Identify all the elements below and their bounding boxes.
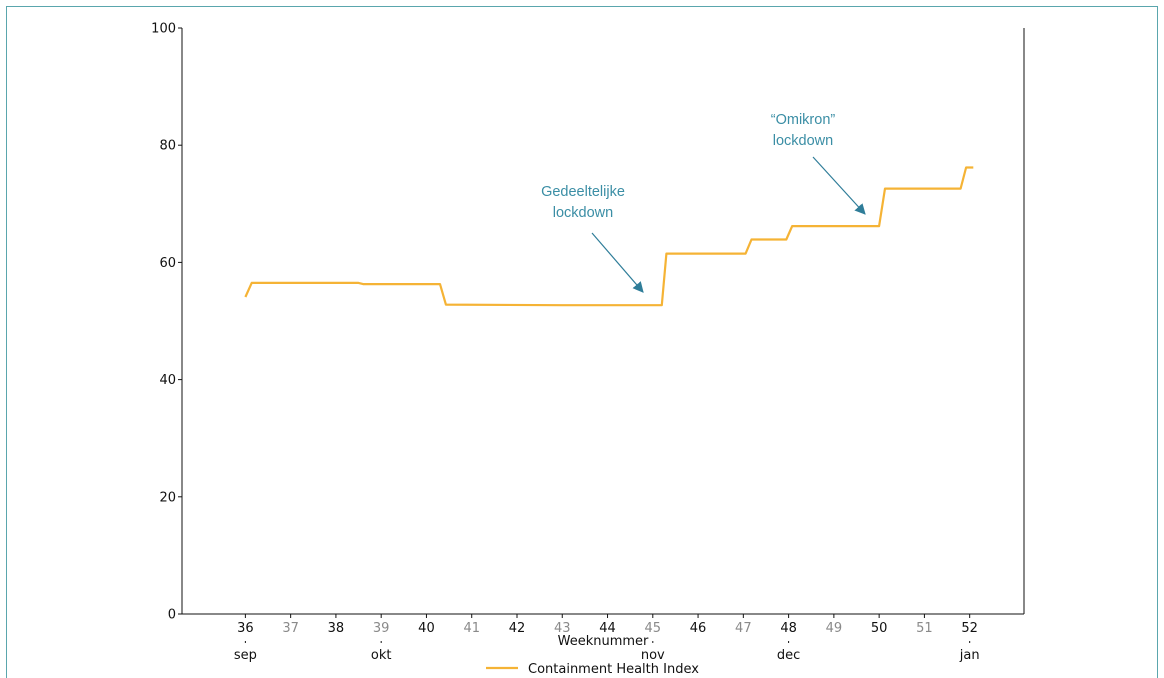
x-tick-label: 36 <box>237 621 254 636</box>
axes <box>181 28 1025 615</box>
month-label: sep <box>234 648 257 663</box>
month-labels: sep okt nov dec jan <box>234 641 980 663</box>
x-tick-label: 38 <box>328 621 345 636</box>
y-tick-label: 40 <box>159 373 176 388</box>
month-label: nov <box>641 648 665 663</box>
x-tick-label: 48 <box>780 621 797 636</box>
x-tick-label: 42 <box>509 621 526 636</box>
annotation-text: lockdown <box>553 205 613 221</box>
annotations: Gedeeltelijke lockdown “Omikron” lockdown <box>541 112 866 293</box>
y-axis-ticks: 0 20 40 60 80 100 <box>151 22 182 623</box>
y-tick-label: 60 <box>159 256 176 271</box>
month-label: jan <box>959 648 980 663</box>
x-tick-label: 40 <box>418 621 435 636</box>
x-tick-label: 52 <box>961 621 978 636</box>
x-tick-label: 50 <box>871 621 888 636</box>
y-tick-label: 100 <box>151 22 176 37</box>
legend-label: Containment Health Index <box>528 662 699 677</box>
x-axis-ticks: 36 37 38 39 40 41 42 43 44 45 46 47 48 49 50 51 52 <box>237 614 978 636</box>
x-tick-label: 37 <box>282 621 299 636</box>
y-tick-label: 80 <box>159 139 176 154</box>
annotation-text: Gedeeltelijke <box>541 184 625 200</box>
chart-frame <box>6 6 1158 678</box>
month-label: dec <box>777 648 800 663</box>
series-line-containment-health-index <box>244 166 974 307</box>
annotation-arrow <box>812 156 866 215</box>
x-tick-label: 39 <box>373 621 390 636</box>
x-tick-label: 47 <box>735 621 752 636</box>
x-tick-label: 46 <box>690 621 707 636</box>
y-tick-label: 0 <box>168 608 176 623</box>
x-tick-label: 51 <box>916 621 933 636</box>
annotation-text: lockdown <box>773 133 833 149</box>
x-tick-label: 44 <box>599 621 616 636</box>
annotation-text: “Omikron” <box>771 112 836 128</box>
x-tick-label: 41 <box>463 621 480 636</box>
x-tick-label: 43 <box>554 621 571 636</box>
series-group <box>244 166 974 307</box>
x-tick-label: 49 <box>826 621 843 636</box>
month-label: okt <box>371 648 392 663</box>
legend: Containment Health Index <box>486 662 699 677</box>
x-tick-label: 45 <box>645 621 662 636</box>
x-axis-label: Weeknummer <box>558 634 649 649</box>
annotation-arrow <box>591 232 644 293</box>
y-tick-label: 20 <box>159 490 176 505</box>
